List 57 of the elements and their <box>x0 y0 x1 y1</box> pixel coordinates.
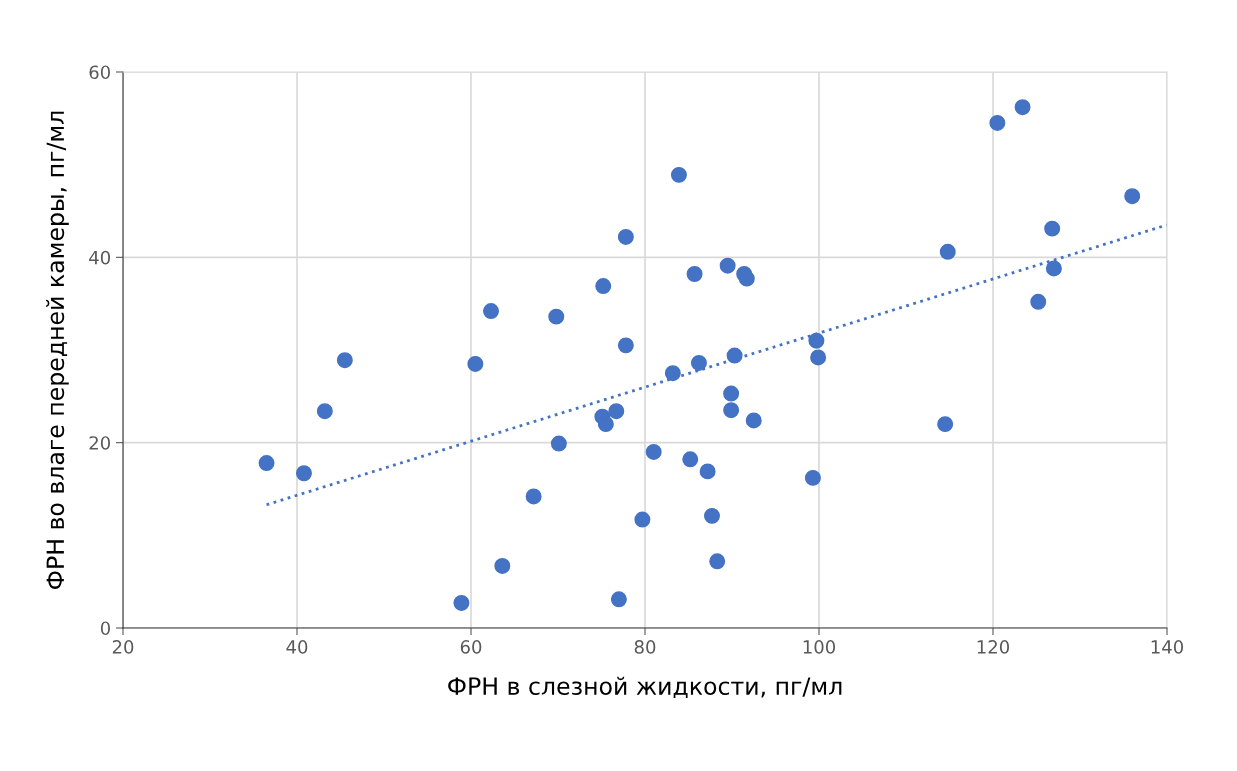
y-tick-label: 40 <box>89 250 110 265</box>
point <box>258 455 275 472</box>
point <box>939 243 956 260</box>
point <box>597 416 614 433</box>
x-tick-label: 120 <box>977 640 1010 654</box>
y-axis-title: ФРН во влаге передней камеры, пг/мл <box>46 111 69 589</box>
point <box>738 270 755 287</box>
x-tick-label: 80 <box>634 640 656 654</box>
point <box>550 435 567 452</box>
point <box>682 451 699 468</box>
point <box>336 352 353 369</box>
point <box>670 166 687 183</box>
point <box>810 349 827 366</box>
point <box>610 591 627 608</box>
point <box>1030 293 1047 310</box>
point <box>617 228 634 245</box>
point <box>808 332 825 349</box>
point <box>453 595 470 611</box>
x-tick-label: 100 <box>803 640 836 654</box>
point <box>467 355 484 372</box>
point <box>617 337 634 354</box>
x-tick-label: 40 <box>286 640 308 654</box>
point <box>483 303 499 320</box>
x-tick-label: 140 <box>1151 640 1184 654</box>
point <box>723 402 740 419</box>
point <box>595 278 612 295</box>
x-tick-label: 20 <box>112 640 134 654</box>
point <box>664 365 681 382</box>
point <box>1044 220 1061 237</box>
point <box>804 469 821 486</box>
y-tick-label: 60 <box>89 65 110 80</box>
point <box>494 557 511 574</box>
point <box>548 308 565 325</box>
point <box>1124 188 1141 205</box>
point <box>704 507 720 524</box>
point <box>690 354 707 371</box>
x-axis-title: ФРН в слезной жидкости, пг/мл <box>448 676 842 698</box>
point <box>745 412 762 429</box>
point <box>645 443 662 460</box>
x-tick-label: 60 <box>460 640 482 654</box>
point <box>709 553 726 570</box>
point <box>723 385 740 402</box>
point <box>686 266 703 282</box>
point <box>525 488 542 505</box>
point <box>608 403 625 420</box>
y-tick-label: 20 <box>89 436 110 450</box>
point <box>316 403 333 420</box>
point <box>634 511 651 528</box>
point <box>699 463 716 480</box>
y-tick-label: 0 <box>100 621 110 636</box>
point <box>1014 99 1031 116</box>
point <box>295 465 312 482</box>
point <box>989 114 1006 131</box>
point <box>1045 260 1062 277</box>
point <box>937 416 954 433</box>
point <box>726 347 743 364</box>
point <box>719 257 736 274</box>
